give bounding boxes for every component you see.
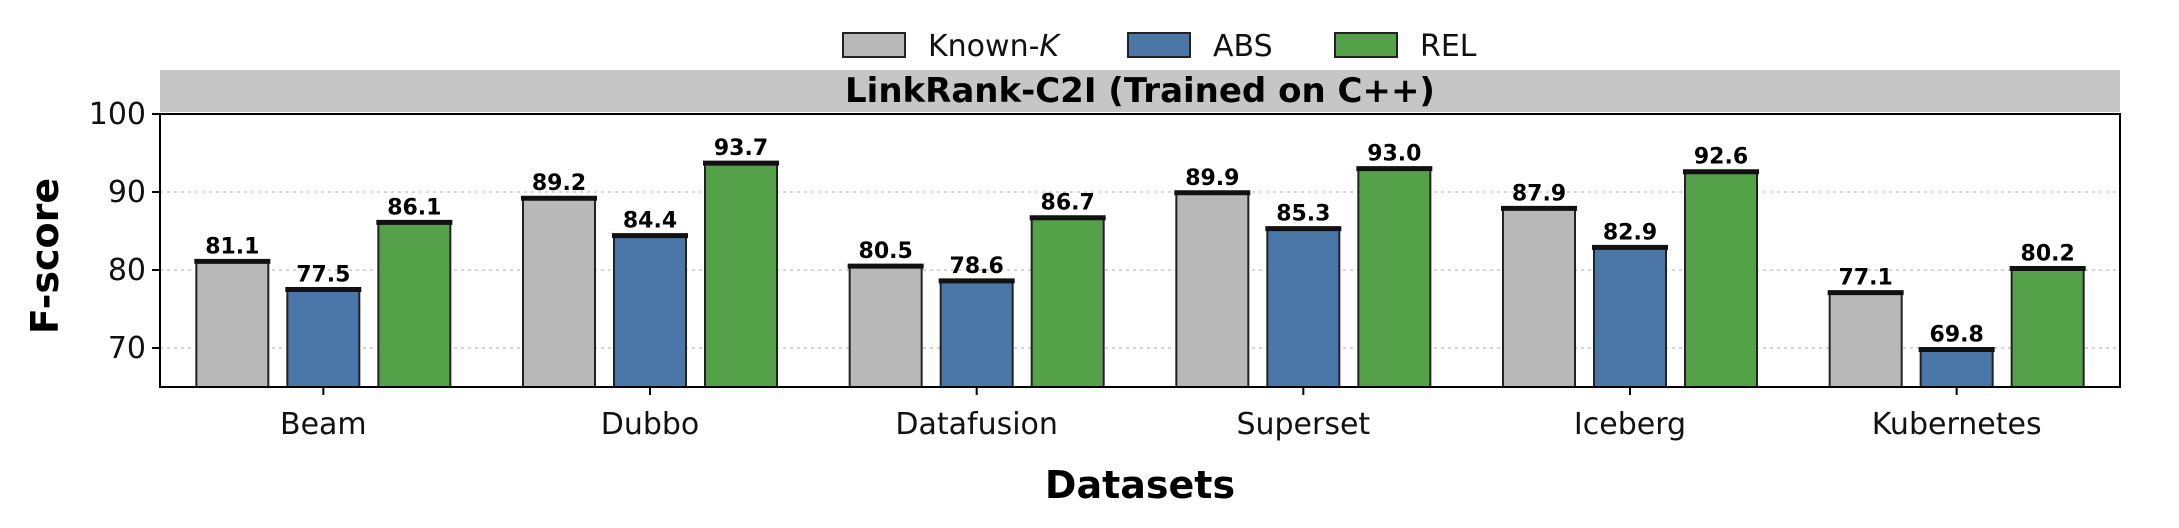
bar-value-label: 89.9 bbox=[1185, 166, 1239, 191]
x-tick-label: Superset bbox=[1236, 407, 1370, 442]
bar-value-label: 86.1 bbox=[387, 195, 441, 220]
bar bbox=[939, 279, 1014, 389]
y-tick-labels: 70 80 90 100 bbox=[89, 97, 160, 366]
bar bbox=[1919, 348, 1994, 388]
legend-label-rel: REL bbox=[1420, 29, 1477, 64]
bar bbox=[1030, 216, 1105, 388]
panel-title-strip bbox=[160, 70, 2120, 112]
bars: 81.1 77.5 86.1 89.2 84.4 93.7 80.5 78.6 86.7 89.9… bbox=[194, 136, 2086, 389]
legend-label-known-k: Known-K bbox=[928, 29, 1061, 64]
legend: Known-K ABS REL bbox=[842, 29, 1477, 64]
x-tick-label: Iceberg bbox=[1574, 407, 1686, 442]
legend-swatch-rel bbox=[1334, 32, 1398, 58]
y-tick-label: 70 bbox=[108, 331, 146, 366]
bar bbox=[1684, 170, 1758, 388]
bar bbox=[704, 162, 778, 388]
bar-value-label: 89.2 bbox=[532, 171, 586, 196]
bar-value-label: 82.9 bbox=[1603, 220, 1657, 245]
x-tick-label: Datafusion bbox=[895, 407, 1058, 442]
bar-value-label: 77.1 bbox=[1839, 266, 1893, 291]
bar bbox=[613, 234, 687, 388]
grid-lines bbox=[160, 191, 2120, 349]
x-tick-label: Dubbo bbox=[601, 407, 700, 442]
bar bbox=[2010, 267, 2085, 388]
legend-label-abs: ABS bbox=[1213, 29, 1273, 64]
bar bbox=[848, 265, 923, 389]
y-axis-title: F-score bbox=[23, 178, 67, 334]
bar-value-label: 80.2 bbox=[2021, 241, 2075, 266]
bar-value-label: 77.5 bbox=[296, 263, 350, 288]
bar bbox=[522, 197, 596, 388]
bar-value-label: 80.5 bbox=[859, 239, 913, 264]
bar-value-label: 84.4 bbox=[623, 209, 677, 234]
bar bbox=[1828, 291, 1903, 388]
bar-value-label: 87.9 bbox=[1512, 181, 1566, 206]
plot-frame bbox=[159, 113, 2121, 388]
y-tick-label: 80 bbox=[108, 253, 146, 288]
legend-swatch-abs bbox=[1127, 32, 1191, 58]
chart-title: LinkRank-C2I (Trained on C++) bbox=[845, 71, 1435, 111]
legend-swatch-known-k bbox=[842, 32, 906, 58]
bar-value-label: 93.0 bbox=[1367, 142, 1421, 167]
bar bbox=[286, 288, 361, 388]
bar-value-label: 81.1 bbox=[205, 234, 259, 259]
bar-value-label: 85.3 bbox=[1276, 202, 1330, 227]
y-tick-label: 90 bbox=[108, 175, 146, 210]
bar bbox=[1175, 191, 1250, 388]
bar-value-label: 93.7 bbox=[714, 136, 768, 161]
x-tick-label: Beam bbox=[280, 407, 367, 442]
bar bbox=[1502, 207, 1576, 388]
bar bbox=[1266, 227, 1341, 388]
bar-value-label: 78.6 bbox=[950, 254, 1004, 279]
bar bbox=[1357, 167, 1432, 388]
x-tick-label: Kubernetes bbox=[1872, 407, 2042, 442]
bar bbox=[195, 260, 270, 389]
y-tick-label: 100 bbox=[89, 97, 146, 132]
bar bbox=[377, 221, 452, 388]
bar-value-label: 86.7 bbox=[1041, 191, 1095, 216]
x-axis-title: Datasets bbox=[1045, 463, 1235, 507]
bar bbox=[1593, 246, 1667, 388]
bar-value-label: 69.8 bbox=[1930, 323, 1984, 348]
bar-value-label: 92.6 bbox=[1694, 145, 1748, 170]
x-tick-labels: Beam Dubbo Datafusion Superset Iceberg Kubern… bbox=[280, 387, 2042, 442]
